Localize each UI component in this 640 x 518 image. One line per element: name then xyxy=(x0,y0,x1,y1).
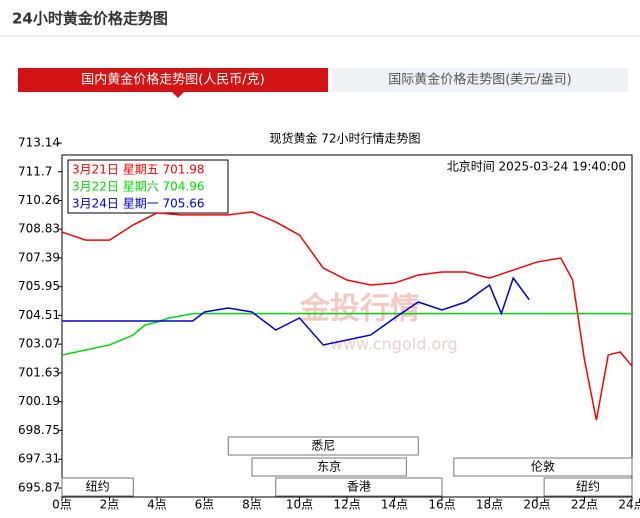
x-tick-label: 6点 xyxy=(195,498,215,512)
session-label: 东京 xyxy=(317,460,341,474)
session-label: 悉尼 xyxy=(311,439,335,453)
session-box xyxy=(453,457,633,477)
x-tick-label: 22点 xyxy=(571,498,598,512)
y-tick-label: 701.63 xyxy=(18,365,60,379)
series-line xyxy=(62,276,530,346)
session-label: 纽约 xyxy=(86,479,110,494)
session-box xyxy=(61,477,134,497)
x-tick-label: 4点 xyxy=(147,498,167,512)
tab-arrow xyxy=(172,92,184,98)
x-tick-label: 16点 xyxy=(428,498,455,512)
legend-label: 3月21日 星期五 701.98 xyxy=(72,163,205,177)
timestamp: 北京时间 2025-03-24 19:40:00 xyxy=(447,160,626,174)
series-line xyxy=(61,312,632,356)
x-tick-label: 0点 xyxy=(52,498,72,512)
x-tick-label: 8点 xyxy=(242,498,262,512)
session-label: 纽约 xyxy=(576,479,600,494)
session-label: 伦敦 xyxy=(531,459,555,474)
watermark: 金投行情 xyxy=(299,292,420,327)
x-tick-label: 20点 xyxy=(523,498,550,512)
x-tick-label: 10点 xyxy=(286,498,313,512)
tab[interactable] xyxy=(332,68,628,92)
y-tick-label: 700.19 xyxy=(18,394,60,408)
chart-title: 现货黄金 72小时行情走势图 xyxy=(269,131,420,146)
y-tick-label: 708.83 xyxy=(18,222,60,236)
y-tick-label: 703.07 xyxy=(18,337,60,351)
x-tick-label: 18点 xyxy=(476,498,503,512)
session-box xyxy=(227,436,419,456)
y-tick-label: 704.51 xyxy=(18,308,60,322)
x-tick-label: 12点 xyxy=(333,498,360,512)
tab-active[interactable] xyxy=(18,68,328,92)
y-tick-label: 697.31 xyxy=(18,452,60,466)
x-tick-label: 14点 xyxy=(381,498,408,512)
series-line xyxy=(61,211,633,421)
y-tick-label: 711.7 xyxy=(18,164,52,178)
y-tick-label: 710.26 xyxy=(18,193,60,207)
x-tick-label: 24点 xyxy=(618,498,640,512)
x-tick-label: 2点 xyxy=(100,498,120,512)
session-box xyxy=(543,477,633,497)
legend-label: 3月24日 星期一 705.66 xyxy=(72,197,205,211)
y-tick-label: 698.75 xyxy=(18,423,60,437)
header-title: 24小时黄金价格走势图 xyxy=(12,10,168,28)
watermark: www.cngold.org xyxy=(330,335,458,354)
y-tick-label: 707.39 xyxy=(18,250,60,264)
tab-label[interactable]: 国内黄金价格走势图(人民币/克) xyxy=(81,72,265,88)
y-tick-label: 695.87 xyxy=(18,481,60,495)
legend-label: 3月22日 星期六 704.96 xyxy=(72,180,205,194)
session-label: 香港 xyxy=(347,480,371,494)
legend xyxy=(67,159,229,214)
tab-label[interactable]: 国际黄金价格走势图(美元/盎司) xyxy=(388,72,572,88)
session-box xyxy=(275,477,443,497)
y-tick-label: 713.14 xyxy=(18,136,60,150)
y-tick-label: 705.95 xyxy=(18,279,60,293)
session-box xyxy=(251,457,407,477)
